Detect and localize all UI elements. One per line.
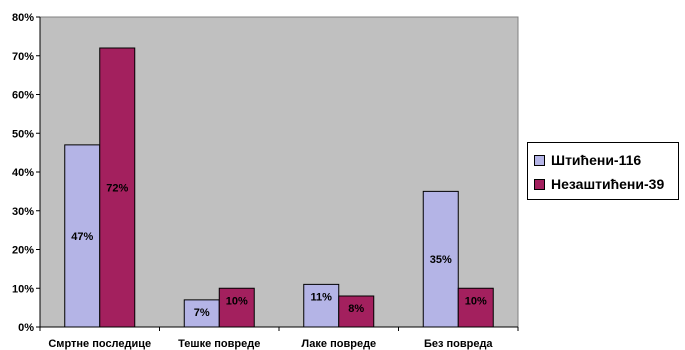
data-label: 47%	[71, 231, 93, 243]
x-tick-label: Тешке повреде	[178, 338, 260, 350]
bar-unprotected	[457, 287, 494, 328]
legend: Штићени-116 Незаштићени-39	[527, 142, 679, 200]
legend-swatch-protected	[534, 154, 545, 166]
data-label: 35%	[430, 254, 452, 266]
bar-protected	[64, 144, 101, 328]
bar-unprotected	[218, 287, 255, 328]
y-tick-label: 60%	[12, 90, 34, 102]
y-tick-label: 20%	[12, 245, 34, 257]
data-labels-group: 47% 72% 7% 10% 11% 8% 35% 10%	[71, 183, 487, 319]
bar-protected	[303, 283, 340, 328]
bar-unprotected	[338, 295, 375, 328]
x-tick-label: Без повреда	[424, 338, 493, 350]
y-axis: 0% 10% 20% 30% 40% 50% 60% 70% 80%	[12, 12, 40, 334]
legend-item-unprotected: Незаштићени-39	[534, 175, 664, 193]
data-label: 10%	[226, 295, 248, 307]
x-tick-label: Лаке повреде	[301, 338, 376, 350]
y-tick-label: 30%	[12, 206, 34, 218]
legend-item-protected: Штићени-116	[534, 151, 641, 169]
data-label: 11%	[311, 291, 333, 303]
data-label: 72%	[106, 183, 128, 195]
y-tick-label: 70%	[12, 51, 34, 63]
legend-label-unprotected: Незаштићени-39	[551, 176, 665, 192]
bar-unprotected	[99, 47, 136, 328]
y-tick-label: 10%	[12, 283, 34, 295]
y-tick-label: 50%	[12, 128, 34, 140]
y-tick-label: 40%	[12, 167, 34, 179]
legend-swatch-unprotected	[534, 178, 545, 190]
y-tick-label: 80%	[12, 12, 34, 24]
data-label: 8%	[348, 303, 364, 315]
y-tick-label: 0%	[18, 322, 34, 334]
x-tick-label: Смртне последице	[48, 338, 151, 350]
data-label: 10%	[465, 295, 487, 307]
data-label: 7%	[194, 307, 210, 319]
bars-group	[64, 47, 494, 328]
legend-label-protected: Штићени-116	[551, 152, 642, 168]
x-axis: Смртне последице Тешке повреде Лаке повред…	[39, 327, 519, 350]
